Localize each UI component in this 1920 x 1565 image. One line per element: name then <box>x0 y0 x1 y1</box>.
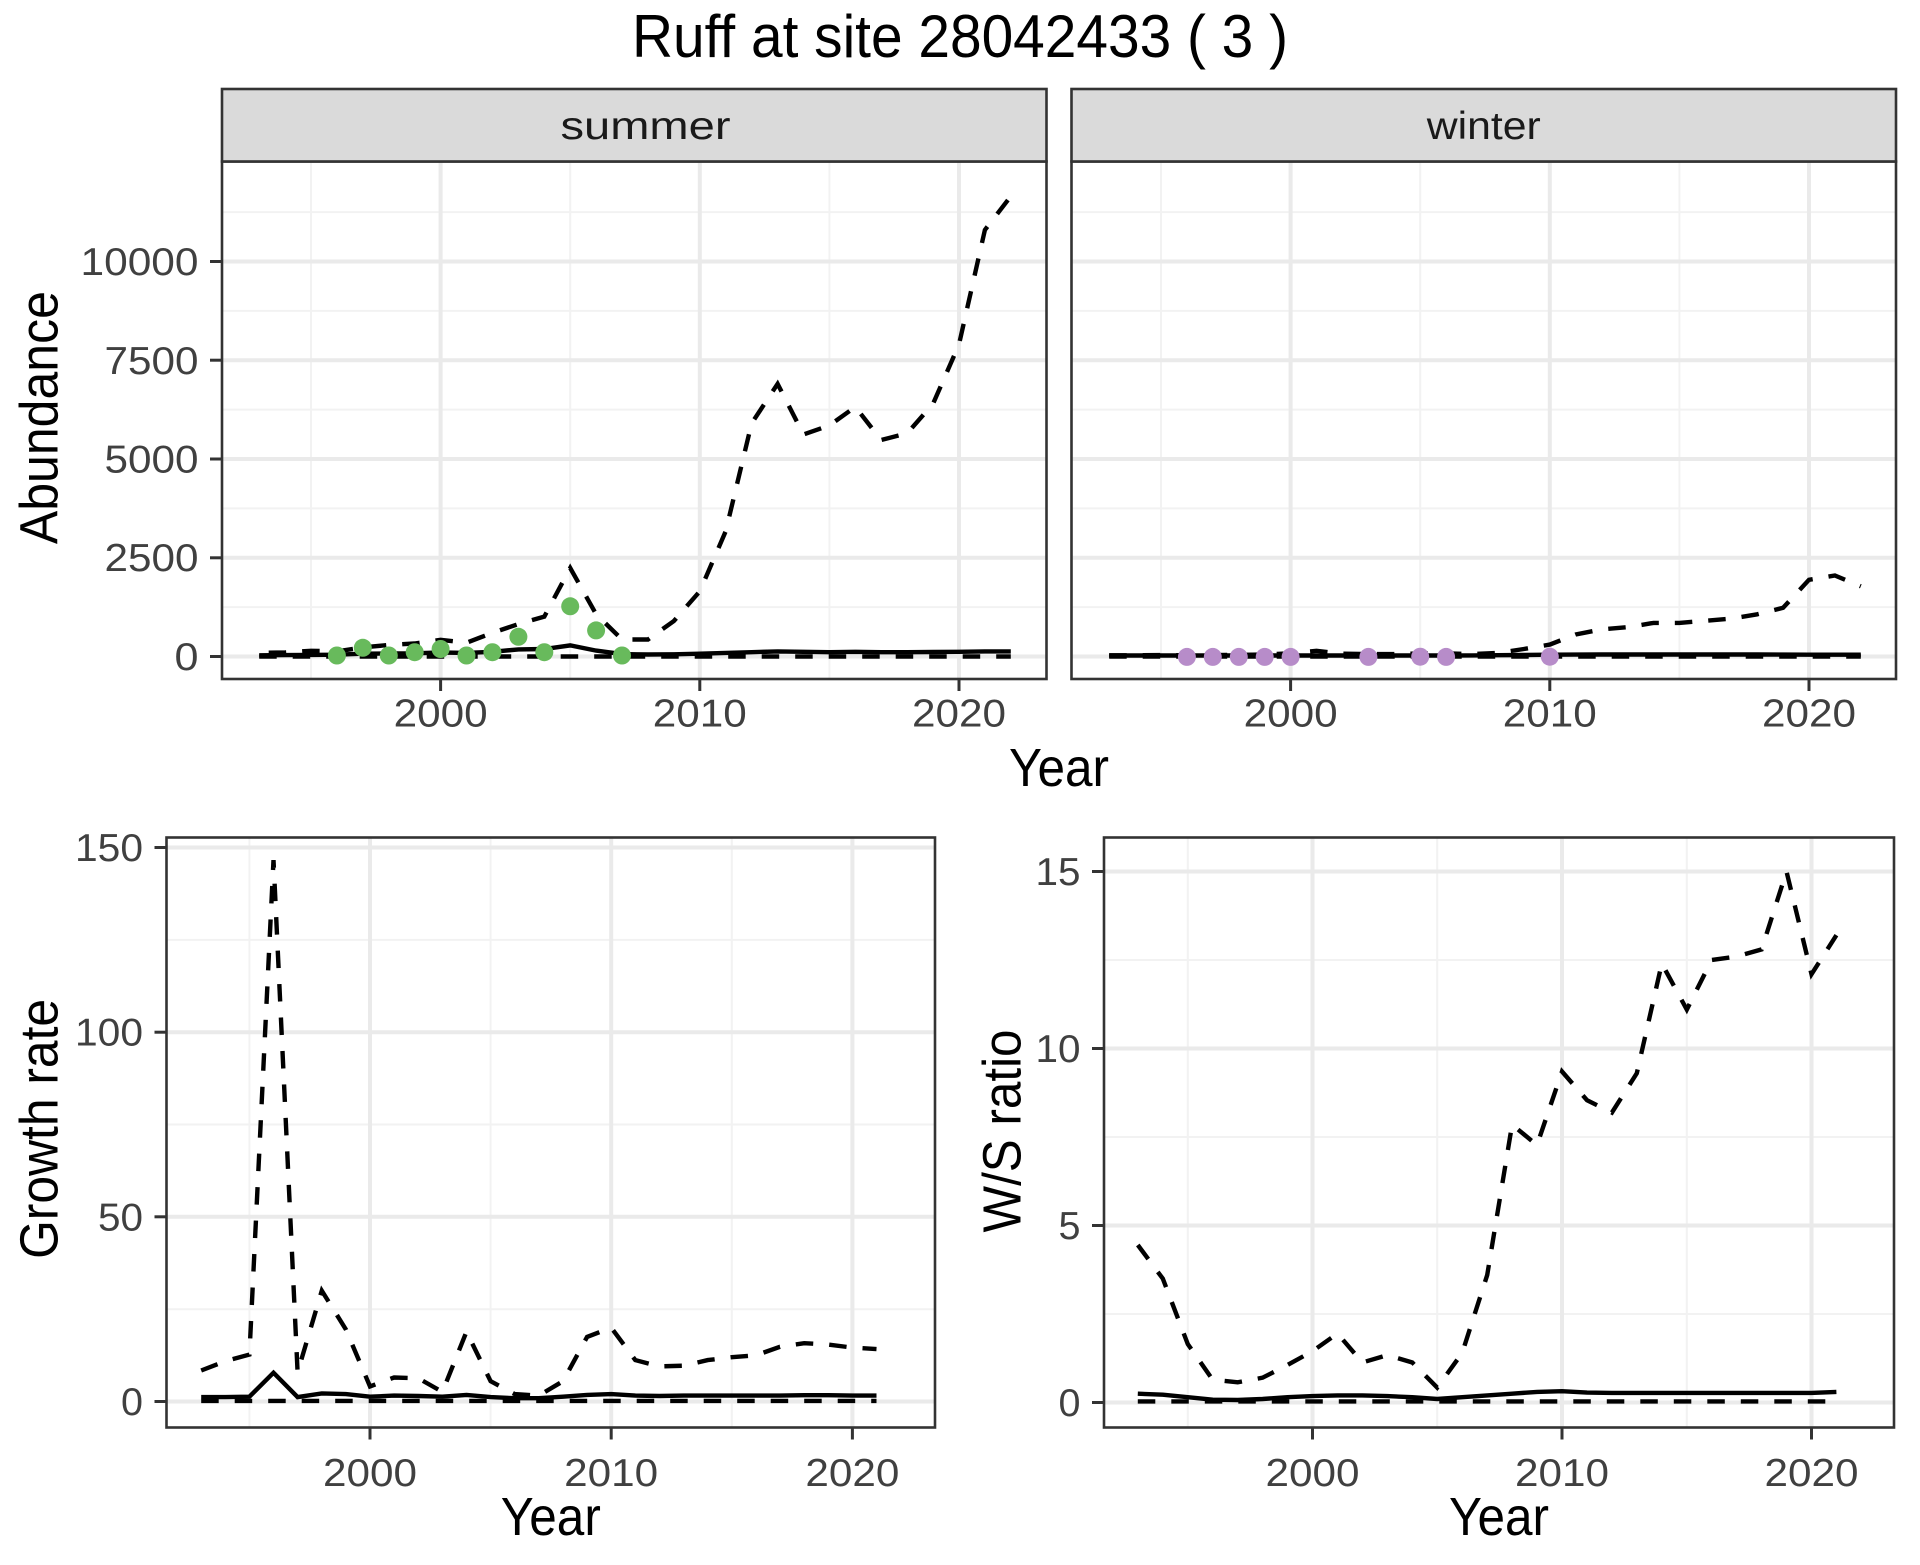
svg-text:Year: Year <box>501 1487 601 1547</box>
svg-text:2020: 2020 <box>912 693 1006 736</box>
svg-text:Ruff at site 28042433 ( 3 ): Ruff at site 28042433 ( 3 ) <box>632 3 1288 70</box>
svg-text:0: 0 <box>1059 1382 1081 1425</box>
svg-text:winter: winter <box>1426 105 1541 148</box>
svg-text:10000: 10000 <box>81 241 199 284</box>
svg-text:W/S ratio: W/S ratio <box>973 1030 1033 1233</box>
svg-text:100: 100 <box>75 1012 143 1055</box>
svg-text:5000: 5000 <box>105 439 199 482</box>
svg-text:Growth rate: Growth rate <box>10 999 70 1259</box>
svg-text:Year: Year <box>1449 1487 1549 1547</box>
svg-text:2010: 2010 <box>564 1452 658 1495</box>
svg-text:2500: 2500 <box>105 537 199 580</box>
svg-text:50: 50 <box>98 1196 143 1239</box>
svg-text:10: 10 <box>1036 1028 1081 1071</box>
svg-text:0: 0 <box>175 636 199 679</box>
svg-text:2010: 2010 <box>1503 693 1597 736</box>
svg-text:150: 150 <box>75 827 143 870</box>
svg-text:2010: 2010 <box>653 693 747 736</box>
svg-text:Year: Year <box>1009 738 1109 798</box>
svg-text:7500: 7500 <box>105 340 199 383</box>
svg-text:2020: 2020 <box>805 1452 899 1495</box>
svg-text:2000: 2000 <box>1244 693 1338 736</box>
svg-text:2020: 2020 <box>1762 693 1856 736</box>
svg-text:summer: summer <box>561 105 731 148</box>
svg-text:2020: 2020 <box>1765 1452 1859 1495</box>
svg-text:2010: 2010 <box>1515 1452 1609 1495</box>
svg-text:15: 15 <box>1036 851 1081 894</box>
svg-text:Abundance: Abundance <box>10 291 70 544</box>
svg-text:5: 5 <box>1059 1205 1081 1248</box>
svg-text:2000: 2000 <box>1266 1452 1360 1495</box>
svg-text:2000: 2000 <box>323 1452 417 1495</box>
svg-text:0: 0 <box>121 1381 143 1424</box>
svg-text:2000: 2000 <box>394 693 488 736</box>
